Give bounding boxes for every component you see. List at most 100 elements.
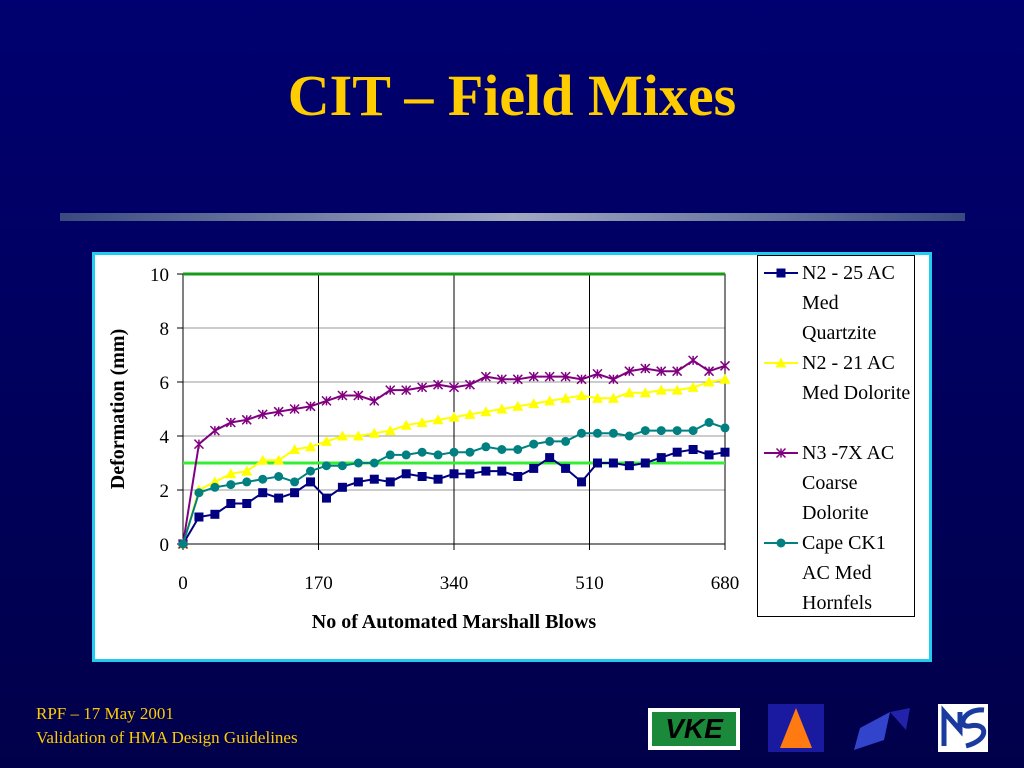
marker — [592, 458, 602, 468]
marker — [273, 406, 284, 417]
marker — [226, 480, 236, 490]
marker — [209, 425, 220, 436]
footer: RPF – 17 May 2001 Validation of HMA Desi… — [36, 702, 298, 750]
marker — [257, 409, 268, 420]
y-axis-label: Deformation (mm) — [107, 329, 129, 490]
marker — [545, 453, 555, 463]
marker — [656, 453, 666, 463]
marker — [210, 509, 220, 519]
marker — [776, 268, 786, 278]
marker — [592, 368, 603, 379]
marker — [656, 426, 666, 436]
legend-item: N2 - 25 AC Med Quartzite — [758, 258, 916, 348]
x-tick-label: 510 — [575, 573, 604, 594]
marker — [640, 458, 650, 468]
marker — [512, 400, 524, 411]
marker — [672, 447, 682, 457]
marker — [337, 482, 347, 492]
marker — [305, 401, 316, 412]
x-tick-label: 680 — [711, 573, 740, 594]
marker — [417, 382, 428, 393]
marker — [703, 376, 715, 387]
legend-item: N3 -7X AC Coarse Dolorite — [758, 438, 916, 528]
marker — [416, 417, 428, 427]
marker — [433, 379, 444, 390]
marker — [449, 469, 459, 479]
marker — [623, 387, 635, 398]
x-tick-label: 0 — [178, 573, 188, 594]
marker — [608, 428, 618, 438]
marker — [225, 417, 236, 428]
y-tick-label: 4 — [160, 427, 170, 448]
marker — [560, 371, 571, 382]
marker — [544, 395, 556, 406]
marker — [481, 466, 491, 476]
legend-swatch — [764, 357, 798, 368]
marker — [401, 385, 412, 396]
marker — [321, 395, 332, 406]
marker — [529, 439, 539, 449]
marker — [306, 477, 316, 487]
x-tick-label: 170 — [304, 573, 333, 594]
marker — [512, 374, 523, 385]
x-axis-label: No of Automated Marshall Blows — [312, 611, 597, 633]
marker — [290, 488, 300, 498]
marker — [433, 474, 443, 484]
slide-title: CIT – Field Mixes — [287, 63, 737, 128]
marker — [497, 466, 507, 476]
legend-label: N3 -7X AC Coarse Dolorite — [802, 442, 895, 524]
marker — [353, 477, 363, 487]
marker — [306, 466, 316, 476]
y-tick-label: 2 — [160, 481, 170, 502]
marker — [464, 408, 476, 419]
marker — [401, 469, 411, 479]
marker — [560, 392, 572, 403]
marker — [480, 371, 491, 382]
marker — [336, 430, 348, 441]
legend: N2 - 25 AC Med Quartzite N2 - 21 AC Med D… — [757, 255, 915, 617]
marker — [289, 444, 301, 454]
divider — [60, 213, 965, 221]
marker — [577, 477, 587, 487]
marker — [481, 442, 491, 452]
marker — [624, 366, 635, 377]
marker — [193, 439, 204, 450]
marker — [210, 482, 220, 492]
marker — [672, 426, 682, 436]
marker — [433, 450, 443, 460]
marker — [672, 366, 683, 377]
marker — [577, 428, 587, 438]
marker — [353, 458, 363, 468]
marker — [528, 371, 539, 382]
marker — [576, 390, 588, 400]
marker — [226, 499, 236, 508]
marker — [258, 488, 268, 498]
marker — [194, 488, 204, 498]
marker — [321, 493, 331, 503]
marker — [337, 461, 347, 471]
legend-label: N2 - 25 AC Med Quartzite — [802, 262, 895, 344]
marker — [448, 411, 460, 422]
marker — [369, 458, 379, 468]
marker — [385, 477, 395, 487]
marker — [544, 371, 555, 382]
marker — [608, 458, 618, 468]
marker — [775, 357, 787, 368]
marker — [720, 447, 730, 457]
marker — [655, 384, 667, 395]
legend-label: N2 - 21 AC Med Dolorite — [802, 352, 911, 404]
marker — [274, 493, 284, 503]
legend-swatch — [764, 538, 798, 548]
marker — [624, 431, 634, 441]
marker — [242, 499, 252, 508]
marker — [274, 472, 284, 481]
marker — [480, 406, 492, 417]
marker — [607, 392, 619, 403]
marker — [241, 465, 253, 476]
footer-line: Validation of HMA Design Guidelines — [36, 728, 298, 747]
y-tick-label: 10 — [150, 265, 169, 286]
legend-swatch — [764, 447, 798, 459]
marker — [290, 477, 300, 487]
